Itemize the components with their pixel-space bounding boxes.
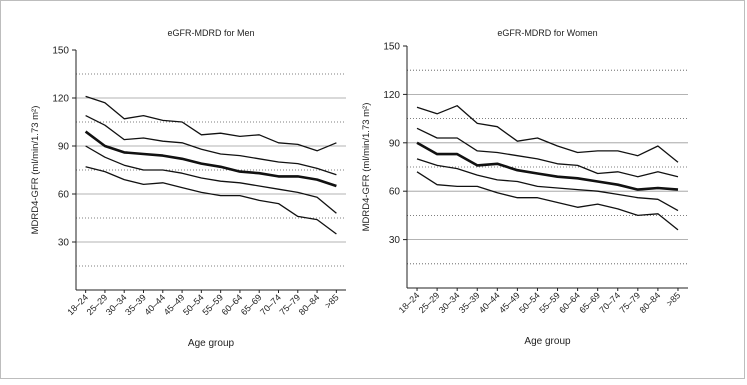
series-line-4 xyxy=(416,158,679,212)
x-tick-label: 55–59 xyxy=(200,292,225,317)
series-line-2 xyxy=(416,127,679,178)
x-tick-label: 25–29 xyxy=(417,290,442,315)
y-tick-label: 90 xyxy=(58,142,70,153)
x-tick-label: 40–44 xyxy=(142,292,167,317)
y-tick-label: 90 xyxy=(389,138,401,149)
x-tick-label: 60–64 xyxy=(557,290,582,315)
series-line-1 xyxy=(85,95,337,152)
y-tick-label: 60 xyxy=(58,190,70,201)
series-line-3 xyxy=(84,130,337,188)
y-tick-label: 120 xyxy=(383,90,400,101)
y-tick-label: 150 xyxy=(383,42,400,53)
y-tick-label: 30 xyxy=(58,238,70,249)
x-tick-label: 50–54 xyxy=(517,290,542,315)
x-tick-label: 60–64 xyxy=(220,292,245,317)
x-tick-label: 30–34 xyxy=(104,292,129,317)
x-tick-label: 75–79 xyxy=(617,290,642,315)
x-tick-label: 40–44 xyxy=(477,290,502,315)
y-tick-label: 120 xyxy=(52,94,69,105)
y-axis-label: MDRD4-GFR (ml/min/1.73 m²) xyxy=(30,106,41,235)
x-axis-label: Age group xyxy=(188,338,235,349)
x-tick-label: 55–59 xyxy=(537,290,562,315)
x-tick-label: 25–29 xyxy=(85,292,110,317)
y-tick-label: 30 xyxy=(389,235,401,246)
x-tick-label: 70–74 xyxy=(597,290,622,315)
chart-title: eGFR-MDRD for Women xyxy=(497,28,597,38)
x-tick-label: 75–79 xyxy=(277,292,302,317)
x-tick-label: 18–24 xyxy=(65,292,90,317)
x-tick-label: 30–34 xyxy=(437,290,462,315)
series-line-2 xyxy=(85,115,337,176)
x-tick-label: 45–49 xyxy=(497,290,522,315)
x-tick-label: 50–54 xyxy=(181,292,206,317)
x-tick-label: 80–84 xyxy=(297,292,322,317)
y-tick-label: 60 xyxy=(389,187,401,198)
x-tick-label: 18–24 xyxy=(397,290,422,315)
series-line-4 xyxy=(85,145,337,214)
chart-title: eGFR-MDRD for Men xyxy=(167,28,254,38)
x-tick-label: >85 xyxy=(323,292,341,310)
x-tick-label: 65–69 xyxy=(239,292,264,317)
x-tick-label: 70–74 xyxy=(258,292,283,317)
x-tick-label: 35–39 xyxy=(457,290,482,315)
x-tick-label: 45–49 xyxy=(162,292,187,317)
series-line-3 xyxy=(416,141,679,191)
x-tick-label: 80–84 xyxy=(638,290,663,315)
y-axis-label: MDRD4-GFR (ml/min/1.73 m²) xyxy=(361,103,372,232)
y-tick-label: 150 xyxy=(52,46,69,57)
x-axis-label: Age group xyxy=(524,336,571,347)
series-line-5 xyxy=(416,171,679,231)
x-tick-label: 35–39 xyxy=(123,292,148,317)
x-tick-label: >85 xyxy=(665,290,683,308)
chart-men: eGFR-MDRD for Men30609012015018–2425–293… xyxy=(30,28,346,349)
x-tick-label: 65–69 xyxy=(577,290,602,315)
chart-women: eGFR-MDRD for Women 30 60 90 120 150 18–2425–2… xyxy=(361,28,688,347)
series-line-1 xyxy=(416,105,679,163)
series-line-5 xyxy=(85,166,337,235)
